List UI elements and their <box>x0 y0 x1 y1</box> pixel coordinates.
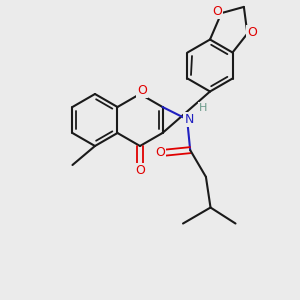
Text: N: N <box>184 113 194 126</box>
Text: O: O <box>155 146 165 159</box>
Text: O: O <box>248 26 257 39</box>
Text: O: O <box>135 164 145 176</box>
Text: H: H <box>199 103 207 113</box>
Text: O: O <box>212 4 222 18</box>
Text: O: O <box>137 84 147 97</box>
